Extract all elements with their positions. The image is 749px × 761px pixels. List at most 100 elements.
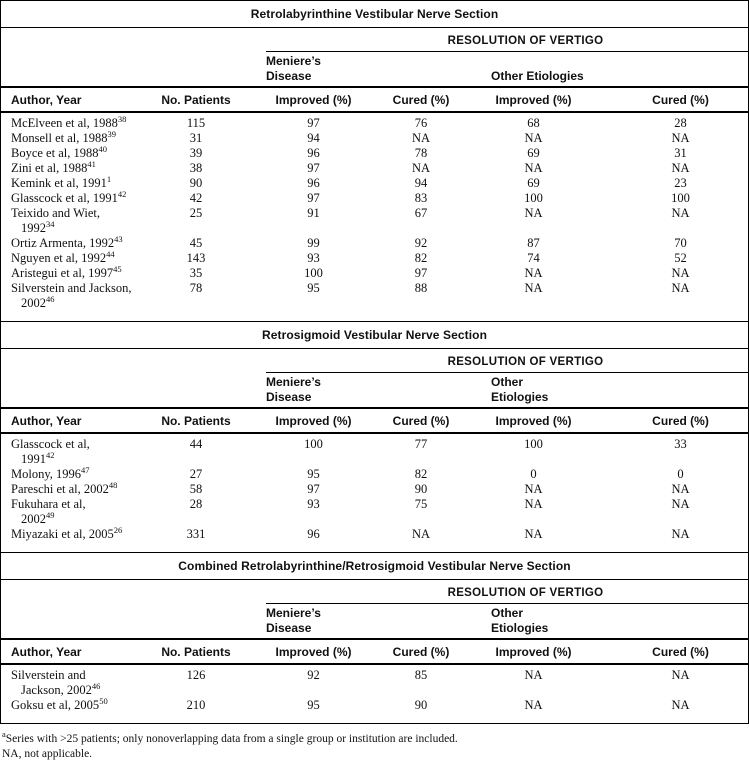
value-cell: 28: [189, 497, 203, 511]
author-line: Aristegui et al, 199745: [11, 263, 122, 280]
value-cell: 31: [189, 131, 203, 145]
reference-superscript: 46: [46, 293, 55, 304]
other-etiologies-group-header: Other Etiologies: [456, 373, 749, 409]
author-cell: Glasscock et al, 199142: [1, 188, 151, 206]
outcomes-table: RESOLUTION OF VERTIGO Meniere’s Disease …: [1, 28, 749, 311]
value-cell: 93: [307, 251, 320, 265]
value-cell: 100: [671, 191, 690, 205]
meniere-disease-group-header: Meniere’s Disease: [241, 373, 456, 409]
value-cell: 45: [189, 236, 203, 250]
resolution-header-cell: RESOLUTION OF VERTIGO: [241, 28, 749, 52]
table-row: McElveen et al, 198838 115 97 76 68 28: [1, 112, 749, 131]
column-header-row: Author, Year No. Patients Improved (%) C…: [1, 639, 749, 665]
author-line: Boyce et al, 198840: [11, 143, 107, 160]
footnote-na-text: NA, not applicable.: [2, 748, 93, 760]
table-row: Molony, 199647 27 95 82 0 0: [1, 464, 749, 482]
spacer-cell: [1, 373, 241, 409]
value-cell: 27: [189, 467, 203, 481]
author-cell: Silverstein and Jackson, 200246: [1, 281, 151, 311]
author-cell: Aristegui et al, 199745: [1, 263, 151, 281]
reference-superscript: 38: [117, 113, 127, 124]
value-cell: 78: [189, 281, 203, 295]
value-cell: 97: [414, 266, 428, 280]
author-cell: Kemink et al, 19911: [1, 173, 151, 191]
table-row: Monsell et al, 198839 31 94 NA NA NA: [1, 130, 749, 146]
table-row: Miyazaki et al, 200526 331 96 NA NA NA: [1, 524, 749, 542]
value-cell: 39: [189, 146, 203, 160]
value-cell: NA: [671, 161, 690, 175]
value-cell: 93: [307, 497, 320, 511]
value-cell: 97: [307, 161, 320, 175]
value-cell: 38: [189, 161, 203, 175]
spacer-cell: [1, 349, 241, 373]
resolution-header-row: RESOLUTION OF VERTIGO: [1, 28, 749, 52]
section-combined: Combined Retrolabyrinthine/Retrosigmoid …: [1, 552, 749, 723]
value-cell: 99: [307, 236, 320, 250]
value-cell: NA: [671, 281, 690, 295]
no-patients-header: No. Patients: [151, 639, 241, 665]
value-cell: 58: [189, 482, 203, 496]
value-cell: 97: [307, 482, 320, 496]
value-cell: 100: [524, 437, 543, 451]
value-cell: 95: [307, 698, 320, 712]
value-cell: 31: [674, 146, 687, 160]
value-cell: 96: [307, 527, 320, 541]
value-cell: 92: [307, 668, 320, 682]
value-cell: 23: [674, 176, 687, 190]
meniere-cured-header: Cured (%): [386, 408, 456, 434]
footnote-marker: a: [2, 729, 6, 740]
value-cell: NA: [671, 266, 690, 280]
other-improved-header: Improved (%): [456, 639, 611, 665]
reference-superscript: 26: [113, 524, 123, 535]
value-cell: 210: [186, 698, 206, 712]
author-cell: Ortiz Armenta, 199243: [1, 235, 151, 251]
author-line: Miyazaki et al, 200526: [11, 524, 123, 541]
value-cell: 85: [414, 668, 428, 682]
table-box: Retrolabyrinthine Vestibular Nerve Secti…: [0, 0, 749, 724]
reference-superscript: 42: [117, 188, 127, 199]
table-row: Goksu et al, 200550 210 95 90 NA NA: [1, 697, 749, 713]
table-row: Aristegui et al, 199745 35 100 97 NA NA: [1, 263, 749, 281]
meniere-improved-header: Improved (%): [241, 639, 386, 665]
author-line: Zini et al, 198841: [11, 158, 96, 175]
value-cell: NA: [671, 482, 690, 496]
resolution-header-row: RESOLUTION OF VERTIGO: [1, 580, 749, 604]
value-cell: 82: [414, 467, 428, 481]
meniere-disease-group-header: Meniere’s Disease: [241, 604, 456, 640]
reference-superscript: 49: [46, 509, 55, 520]
group-header-row: Meniere’s Disease Other Etiologies: [1, 604, 749, 640]
value-cell: 68: [527, 116, 540, 130]
group-header-row: Meniere’s Disease Other Etiologies: [1, 373, 749, 409]
value-cell: NA: [524, 161, 543, 175]
section-title: Retrosigmoid Vestibular Nerve Section: [1, 321, 748, 349]
reference-superscript: 40: [98, 143, 107, 154]
author-line: Glasscock et al, 199142: [11, 188, 127, 205]
table-row: Nguyen et al, 199244 143 93 82 74 52: [1, 248, 749, 266]
reference-superscript: 1: [106, 173, 112, 184]
value-cell: NA: [411, 161, 431, 175]
meniere-cured-header: Cured (%): [386, 87, 456, 113]
table-body: Silverstein and Jackson, 200246 126 92 85 NA N…: [1, 664, 749, 713]
value-cell: NA: [524, 527, 543, 541]
value-cell: 69: [527, 146, 540, 160]
meniere-disease-group-header: Meniere’s Disease: [241, 52, 456, 88]
table-row: Silverstein and Jackson, 200246 126 92 85 NA N…: [1, 664, 749, 698]
author-cell: Goksu et al, 200550: [1, 697, 151, 713]
value-cell: NA: [671, 698, 690, 712]
reference-superscript: 44: [106, 248, 115, 259]
value-cell: 0: [677, 467, 684, 481]
value-cell: 82: [414, 251, 428, 265]
author-year-header: Author, Year: [1, 87, 151, 113]
value-cell: 331: [186, 527, 206, 541]
section-retrosigmoid: Retrosigmoid Vestibular Nerve Section RE…: [1, 321, 749, 552]
section-title: Retrolabyrinthine Vestibular Nerve Secti…: [1, 1, 748, 28]
author-line: Glasscock et al,: [11, 437, 90, 451]
other-etiologies-group-header: Other Etiologies: [456, 52, 749, 88]
author-line: Molony, 199647: [11, 464, 90, 481]
value-cell: 90: [414, 698, 428, 712]
other-cured-header: Cured (%): [611, 639, 749, 665]
other-etiologies-group-header: Other Etiologies: [456, 604, 749, 640]
spacer-cell: [1, 52, 241, 88]
meniere-improved-header: Improved (%): [241, 408, 386, 434]
